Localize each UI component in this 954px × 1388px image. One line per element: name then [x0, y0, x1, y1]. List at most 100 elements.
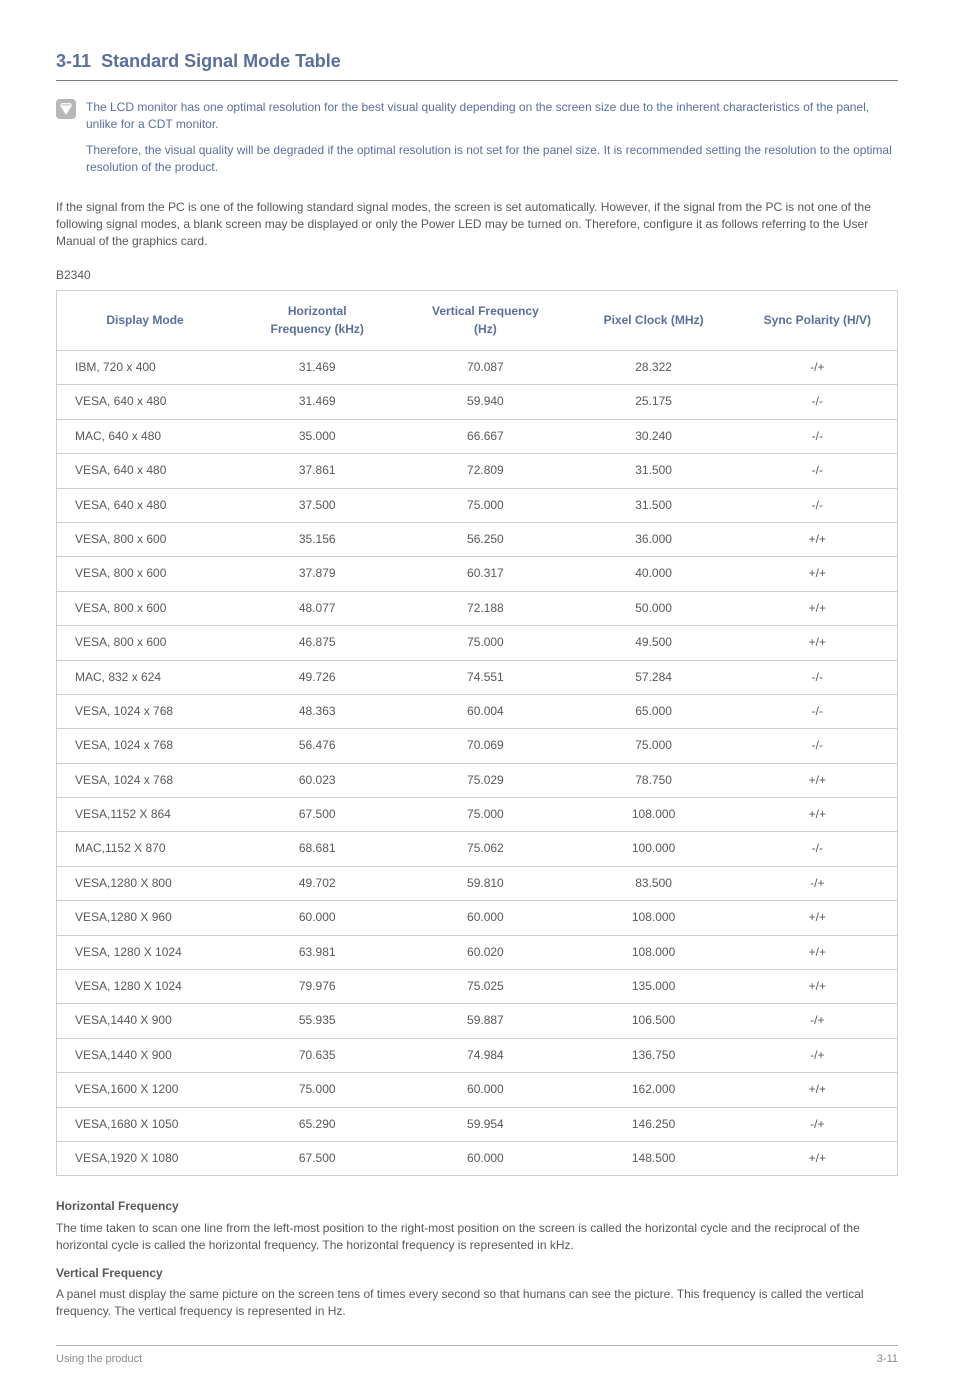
table-row: VESA,1152 X 86467.50075.000108.000+/+ — [57, 798, 898, 832]
table-cell: +/+ — [738, 935, 898, 969]
table-cell: 60.000 — [401, 1073, 569, 1107]
table-row: MAC, 832 x 62449.72674.55157.284-/- — [57, 660, 898, 694]
table-row: VESA,1440 X 90055.93559.887106.500-/+ — [57, 1004, 898, 1038]
table-row: VESA, 1024 x 76860.02375.02978.750+/+ — [57, 763, 898, 797]
table-cell: -/+ — [738, 866, 898, 900]
table-cell: 136.750 — [569, 1038, 737, 1072]
table-cell: 63.981 — [233, 935, 401, 969]
table-cell: 60.004 — [401, 694, 569, 728]
table-row: VESA, 640 x 48037.86172.80931.500-/- — [57, 454, 898, 488]
table-cell: VESA, 800 x 600 — [57, 591, 234, 625]
table-cell: -/- — [738, 660, 898, 694]
table-cell: VESA,1440 X 900 — [57, 1038, 234, 1072]
table-cell: 48.363 — [233, 694, 401, 728]
table-cell: 75.000 — [569, 729, 737, 763]
table-cell: 65.290 — [233, 1107, 401, 1141]
table-cell: 70.087 — [401, 351, 569, 385]
table-cell: VESA, 800 x 600 — [57, 626, 234, 660]
table-cell: VESA,1600 X 1200 — [57, 1073, 234, 1107]
table-cell: +/+ — [738, 901, 898, 935]
table-cell: 148.500 — [569, 1141, 737, 1175]
table-cell: +/+ — [738, 522, 898, 556]
table-cell: 75.000 — [233, 1073, 401, 1107]
note-paragraph-2: Therefore, the visual quality will be de… — [86, 142, 898, 177]
table-cell: VESA,1680 X 1050 — [57, 1107, 234, 1141]
table-cell: +/+ — [738, 1141, 898, 1175]
table-cell: 57.284 — [569, 660, 737, 694]
table-cell: VESA,1440 X 900 — [57, 1004, 234, 1038]
table-cell: VESA,1280 X 800 — [57, 866, 234, 900]
table-cell: VESA, 640 x 480 — [57, 385, 234, 419]
table-cell: -/- — [738, 454, 898, 488]
table-cell: -/- — [738, 385, 898, 419]
table-cell: 72.809 — [401, 454, 569, 488]
table-cell: VESA, 640 x 480 — [57, 488, 234, 522]
section-heading: 3-11 Standard Signal Mode Table — [56, 48, 898, 81]
intro-paragraph: If the signal from the PC is one of the … — [56, 199, 898, 251]
table-row: VESA,1280 X 80049.70259.81083.500-/+ — [57, 866, 898, 900]
table-cell: 75.000 — [401, 488, 569, 522]
table-cell: 37.879 — [233, 557, 401, 591]
table-cell: 60.023 — [233, 763, 401, 797]
vertical-freq-heading: Vertical Frequency — [56, 1265, 898, 1282]
table-cell: 74.551 — [401, 660, 569, 694]
footer-right: 3-11 — [877, 1352, 898, 1368]
table-row: VESA, 800 x 60046.87575.00049.500+/+ — [57, 626, 898, 660]
section-title: Standard Signal Mode Table — [101, 51, 341, 71]
table-cell: 108.000 — [569, 798, 737, 832]
table-cell: -/- — [738, 729, 898, 763]
table-cell: 60.000 — [233, 901, 401, 935]
table-cell: 75.000 — [401, 626, 569, 660]
table-row: VESA, 640 x 48031.46959.94025.175-/- — [57, 385, 898, 419]
table-cell: MAC, 832 x 624 — [57, 660, 234, 694]
table-cell: VESA, 640 x 480 — [57, 454, 234, 488]
note-text: The LCD monitor has one optimal resoluti… — [86, 99, 898, 185]
note-icon — [56, 99, 76, 119]
table-cell: 31.500 — [569, 454, 737, 488]
table-row: VESA, 1024 x 76848.36360.00465.000-/- — [57, 694, 898, 728]
table-cell: 67.500 — [233, 798, 401, 832]
table-cell: +/+ — [738, 763, 898, 797]
table-cell: 75.000 — [401, 798, 569, 832]
table-cell: 75.062 — [401, 832, 569, 866]
model-label: B2340 — [56, 267, 898, 284]
table-cell: 146.250 — [569, 1107, 737, 1141]
table-row: VESA,1440 X 90070.63574.984136.750-/+ — [57, 1038, 898, 1072]
table-cell: 74.984 — [401, 1038, 569, 1072]
table-cell: VESA, 1024 x 768 — [57, 729, 234, 763]
table-row: VESA,1920 X 108067.50060.000148.500+/+ — [57, 1141, 898, 1175]
table-cell: VESA,1152 X 864 — [57, 798, 234, 832]
table-cell: 78.750 — [569, 763, 737, 797]
col-sync-polarity: Sync Polarity (H/V) — [738, 291, 898, 351]
table-cell: -/- — [738, 694, 898, 728]
table-cell: MAC,1152 X 870 — [57, 832, 234, 866]
table-cell: 100.000 — [569, 832, 737, 866]
table-cell: 50.000 — [569, 591, 737, 625]
table-row: VESA,1680 X 105065.29059.954146.250-/+ — [57, 1107, 898, 1141]
table-cell: 31.469 — [233, 351, 401, 385]
table-cell: 162.000 — [569, 1073, 737, 1107]
table-cell: 108.000 — [569, 935, 737, 969]
table-cell: 60.000 — [401, 901, 569, 935]
table-cell: +/+ — [738, 1073, 898, 1107]
table-cell: 75.029 — [401, 763, 569, 797]
table-cell: 48.077 — [233, 591, 401, 625]
table-cell: -/+ — [738, 1038, 898, 1072]
table-header-row: Display Mode HorizontalFrequency (kHz) V… — [57, 291, 898, 351]
table-cell: 49.702 — [233, 866, 401, 900]
table-cell: VESA, 1024 x 768 — [57, 694, 234, 728]
section-number: 3-11 — [56, 51, 91, 71]
col-display-mode: Display Mode — [57, 291, 234, 351]
table-cell: 67.500 — [233, 1141, 401, 1175]
horizontal-freq-heading: Horizontal Frequency — [56, 1198, 898, 1215]
col-horizontal-freq: HorizontalFrequency (kHz) — [233, 291, 401, 351]
table-cell: VESA, 1024 x 768 — [57, 763, 234, 797]
col-vertical-freq: Vertical Frequency(Hz) — [401, 291, 569, 351]
table-cell: 35.156 — [233, 522, 401, 556]
table-cell: -/+ — [738, 1004, 898, 1038]
horizontal-freq-text: The time taken to scan one line from the… — [56, 1220, 898, 1255]
table-cell: -/- — [738, 832, 898, 866]
table-cell: 25.175 — [569, 385, 737, 419]
table-cell: 59.954 — [401, 1107, 569, 1141]
table-cell: 60.317 — [401, 557, 569, 591]
